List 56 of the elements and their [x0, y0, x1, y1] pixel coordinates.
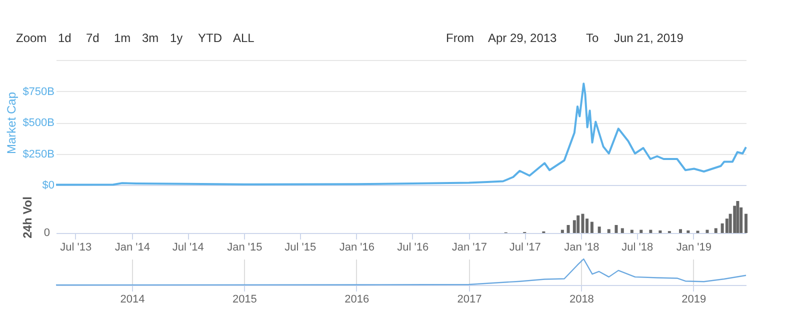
x-tick-label: 2015 — [232, 294, 257, 306]
text: ALL — [233, 31, 255, 45]
bar — [614, 225, 618, 233]
text: 0 — [44, 227, 50, 239]
bar — [744, 214, 748, 233]
x-tick-label: Jan '14 — [114, 242, 150, 254]
bar — [686, 230, 690, 233]
text: From — [446, 31, 474, 45]
bar — [590, 222, 594, 233]
bar — [679, 229, 682, 233]
x-tick-label: Jul '16 — [397, 242, 429, 254]
y-tick-label: $500B — [22, 117, 54, 129]
bar — [560, 230, 564, 233]
text: 3m — [142, 31, 159, 45]
text: To — [586, 31, 599, 45]
bar — [566, 225, 570, 233]
y-tick-label: $0 — [42, 180, 54, 192]
bar — [640, 230, 643, 233]
text: 1d — [58, 31, 72, 45]
x-tick-label: 2016 — [344, 294, 370, 306]
bar — [706, 230, 709, 233]
bar — [649, 230, 652, 233]
x-tick-label: Jan '16 — [339, 242, 374, 254]
text: 1y — [170, 31, 183, 45]
text: Jun 21, 2019 — [614, 31, 684, 45]
x-tick-label: Jul '13 — [60, 242, 92, 254]
text: 7d — [86, 31, 100, 45]
x-tick-label: Jul '18 — [622, 242, 654, 254]
text: YTD — [198, 31, 222, 45]
line-series — [55, 82, 747, 186]
bar — [607, 229, 610, 233]
x-tick-label: 2017 — [457, 294, 482, 306]
x-tick-label: Jan '19 — [676, 242, 712, 254]
x-tick-label: Jan '17 — [452, 242, 488, 254]
y-tick-label: $250B — [22, 148, 54, 160]
bar — [714, 228, 718, 233]
text: Zoom — [16, 31, 47, 45]
x-tick-label: 2014 — [120, 294, 145, 306]
bar — [658, 230, 662, 233]
text: Apr 29, 2013 — [488, 31, 558, 45]
bar — [630, 230, 634, 233]
x-tick-label: Jul '14 — [172, 242, 204, 254]
bar — [620, 228, 624, 233]
x-tick-label: Jan '18 — [564, 242, 600, 254]
x-tick-label: 2018 — [569, 294, 594, 306]
x-tick-label: Jan '15 — [227, 242, 262, 254]
bar — [598, 226, 601, 233]
y-axis-title: 24h Vol — [20, 196, 34, 238]
x-tick-label: 2019 — [682, 294, 706, 306]
y-axis-title: Market Cap — [4, 92, 19, 154]
y-tick-label: $750B — [22, 86, 54, 98]
text: 1m — [114, 31, 131, 45]
x-tick-label: Jul '15 — [284, 242, 316, 254]
bar — [576, 215, 580, 233]
bar — [736, 201, 740, 233]
x-tick-label: Jul '17 — [509, 242, 541, 254]
